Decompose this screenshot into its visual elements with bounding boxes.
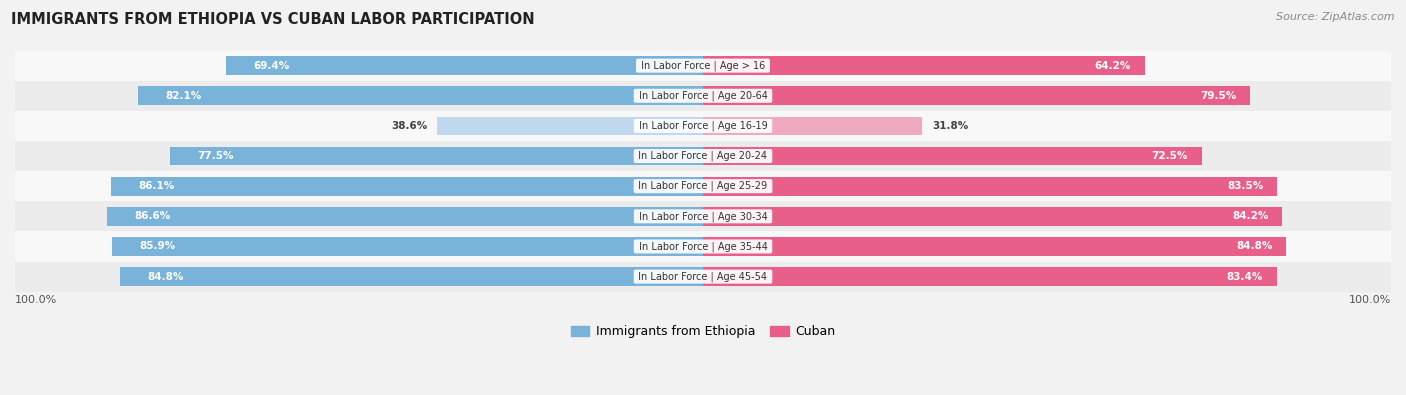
Text: 82.1%: 82.1%	[166, 91, 202, 101]
Text: 31.8%: 31.8%	[932, 121, 969, 131]
Bar	[15, 51, 1391, 81]
Text: 84.8%: 84.8%	[148, 272, 183, 282]
Text: In Labor Force | Age 20-64: In Labor Force | Age 20-64	[636, 90, 770, 101]
Text: In Labor Force | Age > 16: In Labor Force | Age > 16	[638, 60, 768, 71]
Text: 83.5%: 83.5%	[1227, 181, 1264, 191]
Text: In Labor Force | Age 16-19: In Labor Force | Age 16-19	[636, 120, 770, 131]
Text: In Labor Force | Age 45-54: In Labor Force | Age 45-54	[636, 271, 770, 282]
Bar	[15, 111, 1391, 141]
Bar	[15, 81, 1391, 111]
Text: In Labor Force | Age 20-24: In Labor Force | Age 20-24	[636, 151, 770, 161]
Text: IMMIGRANTS FROM ETHIOPIA VS CUBAN LABOR PARTICIPATION: IMMIGRANTS FROM ETHIOPIA VS CUBAN LABOR …	[11, 12, 534, 27]
Text: 86.6%: 86.6%	[135, 211, 172, 221]
Text: 100.0%: 100.0%	[15, 295, 58, 305]
Bar	[107, 207, 703, 226]
Text: 64.2%: 64.2%	[1094, 60, 1130, 71]
Text: 77.5%: 77.5%	[197, 151, 233, 161]
Bar	[703, 267, 1277, 286]
Bar	[225, 56, 703, 75]
Text: 72.5%: 72.5%	[1152, 151, 1188, 161]
Text: 69.4%: 69.4%	[253, 60, 290, 71]
Text: 83.4%: 83.4%	[1226, 272, 1263, 282]
Text: 86.1%: 86.1%	[138, 181, 174, 191]
Bar	[112, 237, 703, 256]
Text: In Labor Force | Age 35-44: In Labor Force | Age 35-44	[636, 241, 770, 252]
Bar	[15, 141, 1391, 171]
Text: 100.0%: 100.0%	[1348, 295, 1391, 305]
Text: 84.2%: 84.2%	[1232, 211, 1268, 221]
Bar	[703, 237, 1286, 256]
Bar	[15, 201, 1391, 231]
Bar	[437, 117, 703, 135]
Bar	[703, 177, 1278, 196]
Bar	[703, 207, 1282, 226]
Bar	[15, 231, 1391, 261]
Legend: Immigrants from Ethiopia, Cuban: Immigrants from Ethiopia, Cuban	[571, 325, 835, 339]
Text: In Labor Force | Age 30-34: In Labor Force | Age 30-34	[636, 211, 770, 222]
Text: 38.6%: 38.6%	[391, 121, 427, 131]
Text: 84.8%: 84.8%	[1236, 241, 1272, 252]
Text: 85.9%: 85.9%	[139, 241, 176, 252]
Text: Source: ZipAtlas.com: Source: ZipAtlas.com	[1277, 12, 1395, 22]
Bar	[703, 56, 1144, 75]
Bar	[138, 87, 703, 105]
Bar	[703, 147, 1202, 166]
Text: 79.5%: 79.5%	[1199, 91, 1236, 101]
Bar	[703, 87, 1250, 105]
Bar	[120, 267, 703, 286]
Text: In Labor Force | Age 25-29: In Labor Force | Age 25-29	[636, 181, 770, 192]
Bar	[170, 147, 703, 166]
Bar	[15, 171, 1391, 201]
Bar	[111, 177, 703, 196]
Bar	[15, 261, 1391, 292]
Bar	[703, 117, 922, 135]
